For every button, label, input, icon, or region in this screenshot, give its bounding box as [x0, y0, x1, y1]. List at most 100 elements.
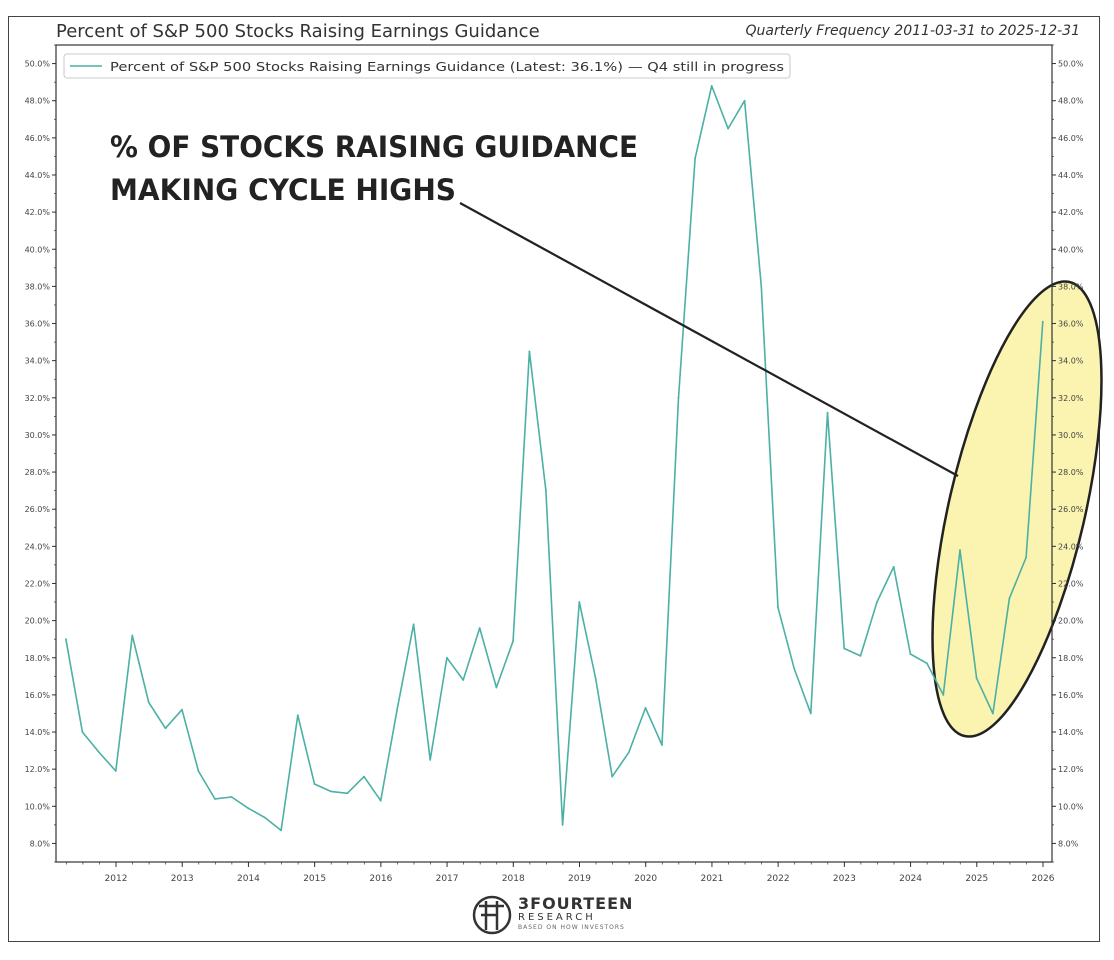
- data-point: [296, 714, 299, 717]
- x-tick-label: 2018: [502, 874, 525, 884]
- annotation-line-1: % OF STOCKS RAISING GUIDANCE: [110, 130, 638, 164]
- data-point: [561, 824, 564, 826]
- logo-subtitle: RESEARCH: [518, 912, 596, 923]
- data-point: [760, 285, 763, 288]
- data-point: [727, 127, 729, 130]
- y-tick-label-left: 10.0%: [25, 802, 51, 811]
- x-tick-label: 2015: [303, 874, 326, 884]
- data-point: [661, 744, 663, 746]
- logo-text: 3FOURTEEN RESEARCH BASED ON HOW INVESTOR…: [518, 896, 633, 932]
- x-tick-label: 2024: [899, 874, 922, 884]
- data-point: [363, 775, 365, 778]
- y-tick-label-right: 40.0%: [1058, 245, 1084, 254]
- data-point: [843, 647, 846, 650]
- x-tick-label: 2016: [369, 874, 392, 884]
- data-point: [329, 790, 332, 793]
- data-point: [809, 712, 812, 715]
- x-tick-label: 2014: [237, 874, 260, 884]
- y-tick-label-right: 42.0%: [1058, 208, 1084, 217]
- data-point: [578, 601, 581, 603]
- data-point: [478, 627, 481, 629]
- data-point: [495, 686, 498, 689]
- y-tick-label-right: 30.0%: [1058, 431, 1084, 440]
- data-point: [230, 796, 233, 798]
- data-point: [959, 549, 961, 551]
- data-point: [214, 798, 216, 800]
- y-tick-label-left: 48.0%: [25, 97, 51, 106]
- data-point: [826, 411, 829, 414]
- data-point: [975, 677, 978, 680]
- data-point: [247, 807, 250, 810]
- data-point: [98, 751, 100, 754]
- logo-tagline: BASED ON HOW INVESTORS: [518, 924, 625, 931]
- y-tick-label-right: 24.0%: [1058, 542, 1084, 551]
- x-tick-label: 2012: [105, 874, 128, 884]
- y-tick-label-right: 26.0%: [1058, 505, 1084, 514]
- y-tick-label-right: 14.0%: [1058, 728, 1084, 737]
- data-point: [147, 701, 150, 704]
- data-point: [396, 708, 398, 711]
- legend-note: — Q4 still in progress: [628, 60, 784, 74]
- y-tick-label-left: 36.0%: [25, 320, 51, 329]
- data-point: [263, 816, 266, 819]
- data-point: [942, 694, 945, 696]
- data-point: [677, 396, 680, 399]
- y-tick-label-right: 38.0%: [1058, 282, 1084, 291]
- data-point: [346, 792, 349, 795]
- legend-box: [63, 53, 791, 79]
- annotation-line-2: MAKING CYCLE HIGHS: [110, 173, 456, 207]
- data-point: [694, 157, 696, 160]
- data-point: [909, 653, 912, 655]
- x-tick-label: 2021: [700, 874, 723, 884]
- chart-title: Percent of S&P 500 Stocks Raising Earnin…: [56, 21, 540, 42]
- y-tick-label-right: 22.0%: [1058, 579, 1084, 588]
- data-point: [627, 751, 630, 754]
- data-point: [992, 712, 994, 715]
- y-tick-label-left: 22.0%: [25, 579, 51, 588]
- y-tick-label-right: 48.0%: [1058, 97, 1084, 106]
- y-tick-label-left: 32.0%: [25, 394, 51, 403]
- data-point: [793, 668, 796, 670]
- y-tick-label-left: 50.0%: [25, 60, 51, 69]
- y-tick-label-left: 44.0%: [25, 171, 51, 180]
- data-point: [594, 677, 597, 680]
- chart-frame: [8, 16, 1100, 942]
- y-tick-label-left: 42.0%: [25, 208, 51, 217]
- y-tick-label-right: 32.0%: [1058, 394, 1084, 403]
- y-tick-label-left: 16.0%: [25, 691, 51, 700]
- data-point: [313, 783, 316, 785]
- data-point: [1008, 597, 1011, 600]
- y-tick-label-right: 10.0%: [1058, 802, 1084, 811]
- x-tick-label: 2020: [634, 874, 657, 884]
- data-point: [131, 634, 134, 637]
- x-tick-label: 2019: [568, 874, 591, 884]
- x-tick-label: 2013: [171, 874, 194, 884]
- data-point: [81, 731, 84, 733]
- data-point: [777, 606, 779, 609]
- data-point: [446, 656, 448, 659]
- legend-label: Percent of S&P 500 Stocks Raising Earnin…: [110, 60, 623, 74]
- annotation-pointer: [459, 202, 959, 477]
- data-point: [429, 759, 432, 761]
- y-tick-label-left: 20.0%: [25, 617, 51, 626]
- y-tick-label-right: 20.0%: [1058, 617, 1084, 626]
- data-point: [876, 601, 878, 603]
- data-point: [710, 85, 713, 87]
- x-tick-label: 2022: [767, 874, 790, 884]
- y-tick-label-left: 34.0%: [25, 357, 51, 366]
- data-point: [65, 638, 67, 641]
- y-tick-label-right: 34.0%: [1058, 357, 1084, 366]
- y-tick-label-right: 28.0%: [1058, 468, 1084, 477]
- y-tick-label-right: 44.0%: [1058, 171, 1084, 180]
- logo-name: 3FOURTEEN: [518, 894, 634, 913]
- data-point: [926, 662, 928, 665]
- y-tick-label-left: 8.0%: [30, 839, 51, 848]
- plot-area-border: [55, 44, 1053, 863]
- y-tick-label-right: 36.0%: [1058, 320, 1084, 329]
- y-tick-label-right: 18.0%: [1058, 654, 1084, 663]
- data-point: [412, 623, 415, 626]
- chart-subtitle: Quarterly Frequency 2011-03-31 to 2025-1…: [745, 23, 1081, 39]
- series-line: [65, 85, 1044, 832]
- y-tick-label-right: 46.0%: [1058, 134, 1084, 143]
